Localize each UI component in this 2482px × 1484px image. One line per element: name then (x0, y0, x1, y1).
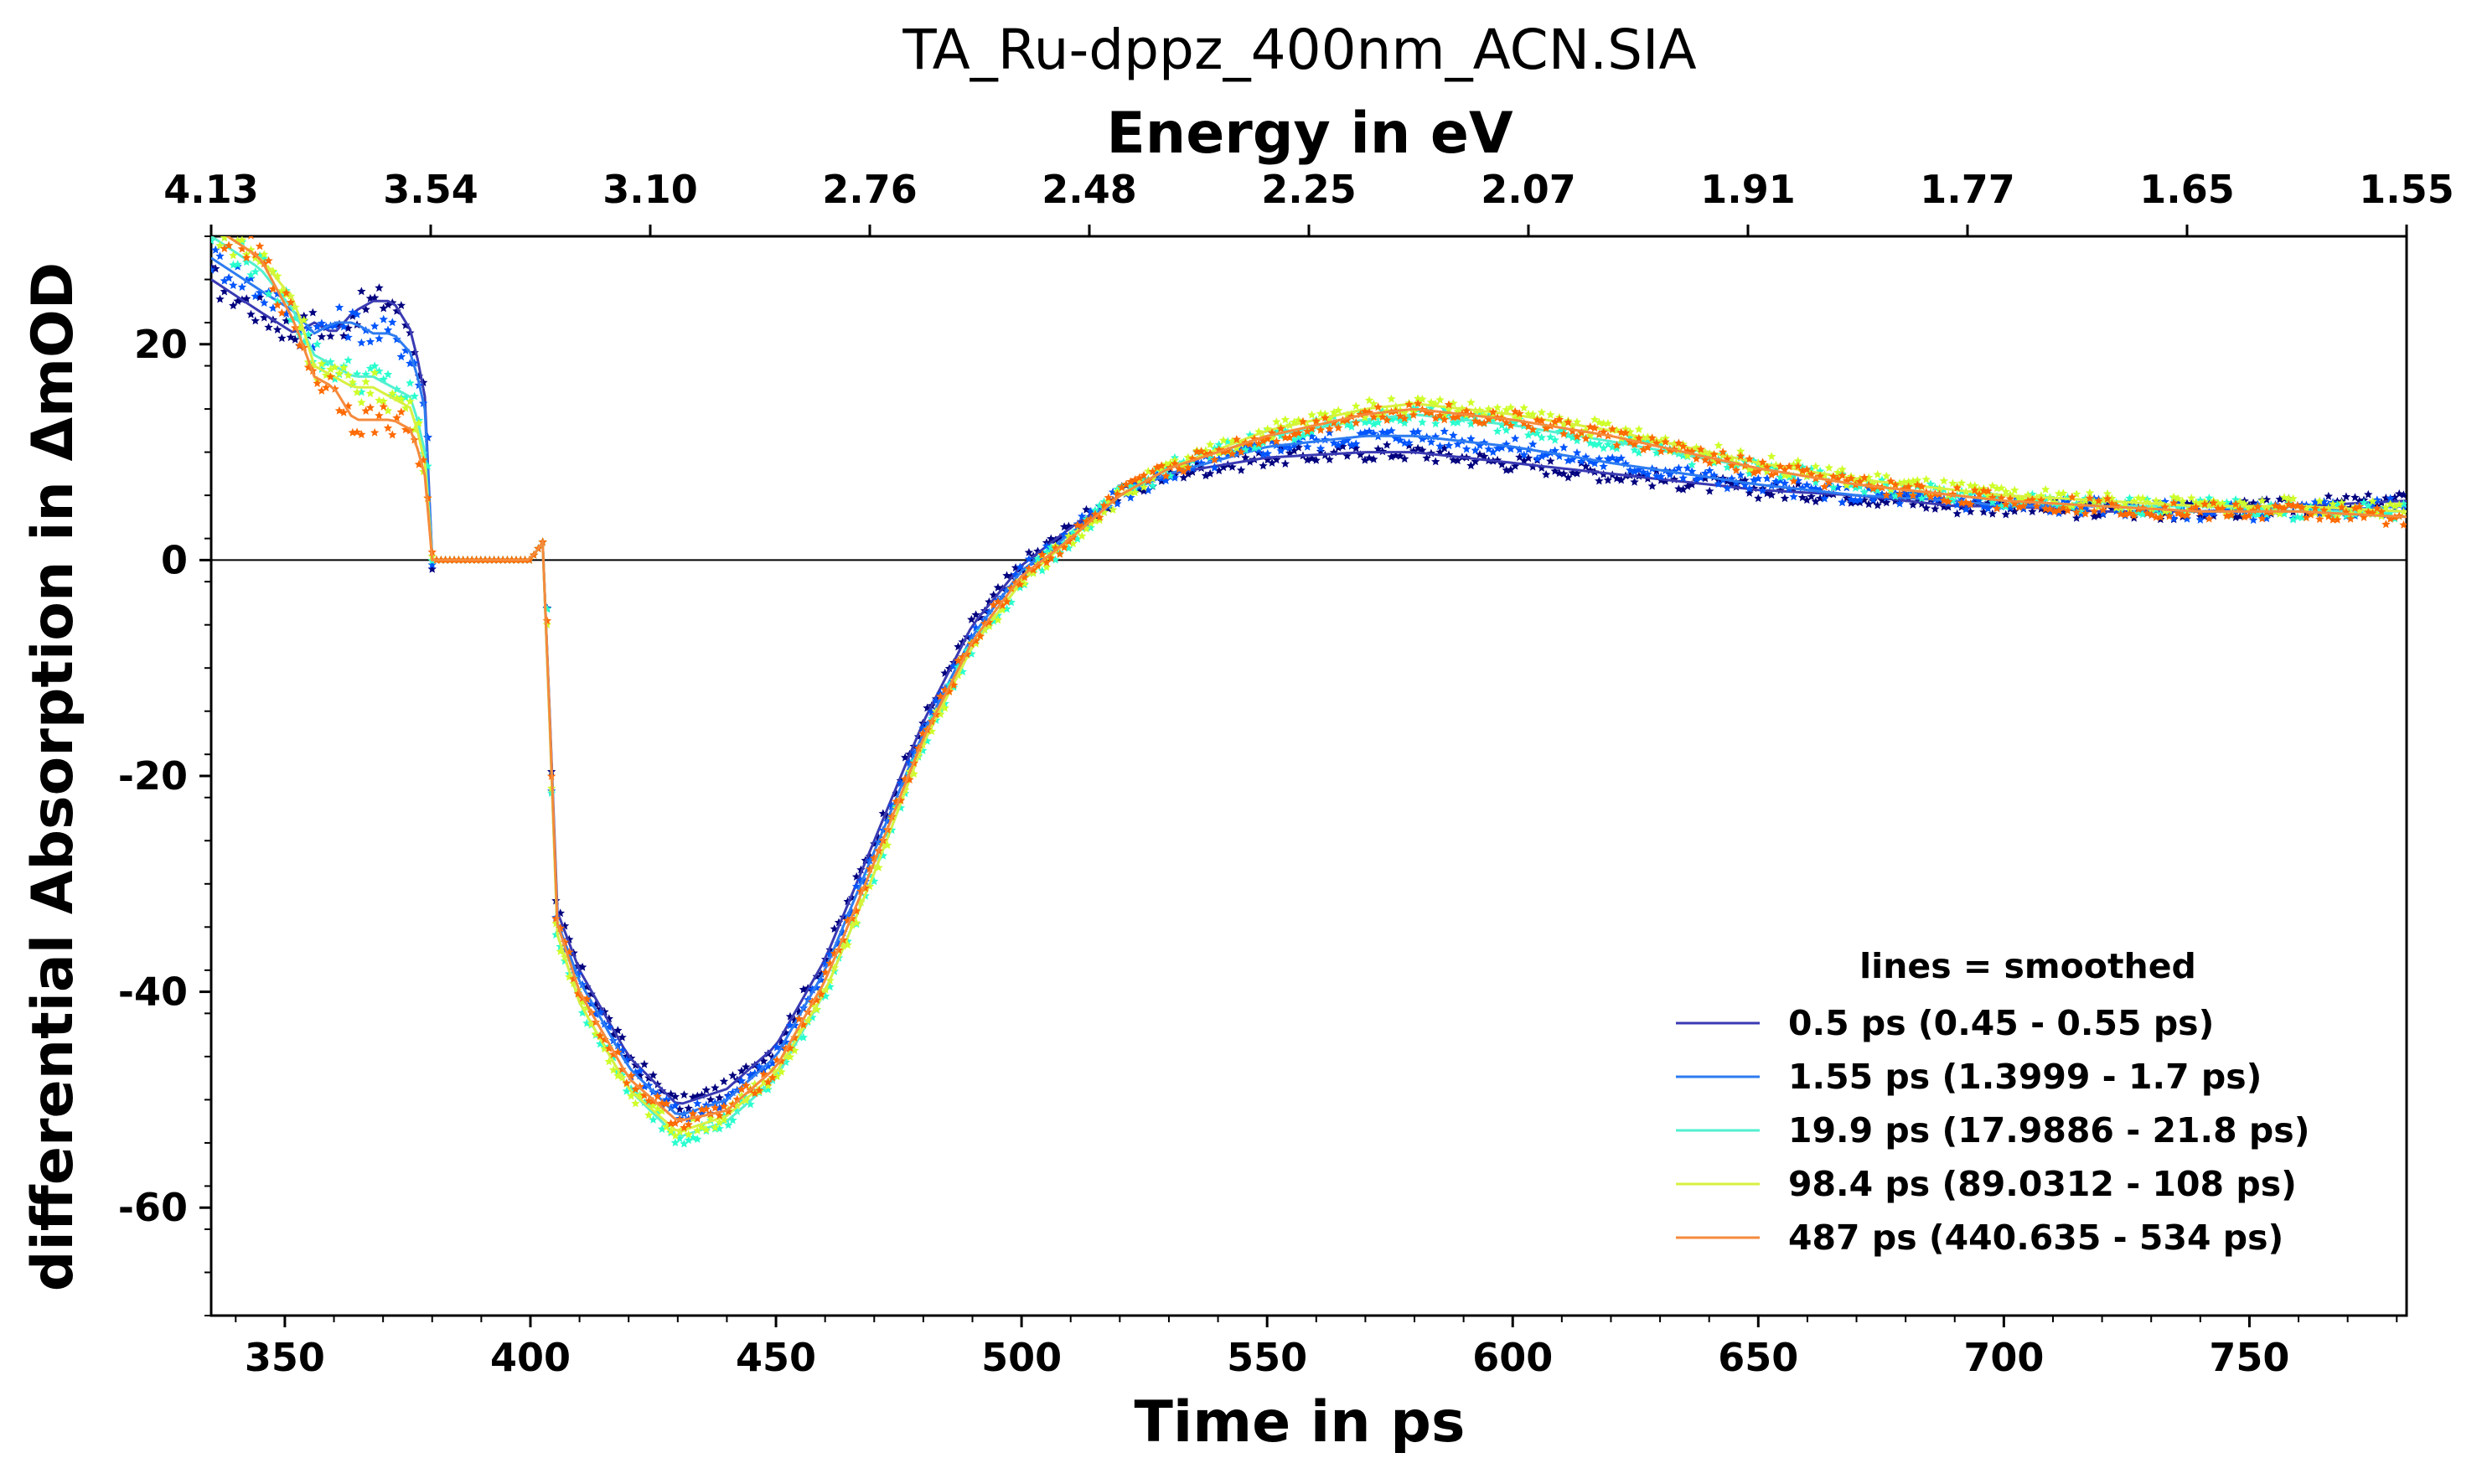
top-tick-label: 1.65 (2139, 167, 2235, 212)
plot-frame (209, 235, 2408, 1317)
y-tick-label: -60 (118, 1185, 188, 1230)
x-tick-label: 450 (736, 1335, 816, 1380)
top-tick-label: 3.54 (383, 167, 478, 212)
series-1 (211, 245, 2407, 1123)
y-axis-title: differential Absorption in ΔmOD (20, 262, 86, 1291)
x-axis-title: Time in ps (1135, 1389, 1466, 1456)
plot-area (209, 235, 2408, 1317)
top-tick-label: 4.13 (163, 167, 259, 212)
legend-label: 0.5 ps (0.45 - 0.55 ps) (1788, 1003, 2214, 1043)
series-layer (211, 236, 2407, 1148)
series-line-3 (225, 236, 2407, 1132)
y-tick-label: 20 (134, 322, 188, 367)
chart-title: TA_Ru-dppz_400nm_ACN.SIA (902, 18, 1696, 82)
top-tick-label: 1.77 (1920, 167, 2015, 212)
ticks-layer: 350 400 450 500 550 600 650 700 750 20 0 -20 -40 -60 4… (118, 167, 2454, 1380)
legend-label: 19.9 ps (17.9886 - 21.8 ps) (1788, 1110, 2309, 1150)
x-tick-label: 700 (1963, 1335, 2044, 1380)
x-tick-label: 650 (1718, 1335, 1798, 1380)
top-axis-title: Energy in eV (1106, 101, 1513, 167)
legend-label: 1.55 ps (1.3999 - 1.7 ps) (1788, 1057, 2262, 1097)
top-tick-label: 2.48 (1042, 167, 1137, 212)
legend: lines = smoothed 0.5 ps (0.45 - 0.55 ps) 1… (1676, 946, 2309, 1258)
x-tick-label: 350 (245, 1335, 325, 1380)
series-line-1 (211, 256, 2407, 1116)
top-tick-label: 1.91 (1700, 167, 1796, 212)
series-3 (215, 236, 2407, 1140)
series-line-4 (225, 236, 2407, 1122)
x-tick-label: 750 (2209, 1335, 2289, 1380)
legend-title: lines = smoothed (1859, 946, 2196, 986)
legend-label: 487 ps (440.635 - 534 ps) (1788, 1218, 2283, 1258)
top-tick-label: 2.25 (1261, 167, 1357, 212)
top-tick-label: 1.55 (2359, 167, 2454, 212)
x-tick-label: 500 (981, 1335, 1062, 1380)
series-markers-1 (211, 245, 2407, 1123)
x-tick-label: 550 (1227, 1335, 1307, 1380)
series-markers-4 (220, 236, 2407, 1132)
top-tick-label: 2.07 (1481, 167, 1576, 212)
y-tick-label: -20 (118, 753, 188, 799)
x-tick-label: 400 (490, 1335, 571, 1380)
y-tick-label: -40 (118, 970, 188, 1015)
top-tick-label: 3.10 (602, 167, 698, 212)
legend-label: 98.4 ps (89.0312 - 108 ps) (1788, 1164, 2297, 1204)
y-tick-label: 0 (161, 537, 188, 582)
series-line-2 (211, 236, 2407, 1138)
series-4 (220, 236, 2407, 1132)
series-markers-3 (215, 236, 2407, 1140)
top-tick-label: 2.76 (822, 167, 918, 212)
x-tick-label: 600 (1472, 1335, 1553, 1380)
